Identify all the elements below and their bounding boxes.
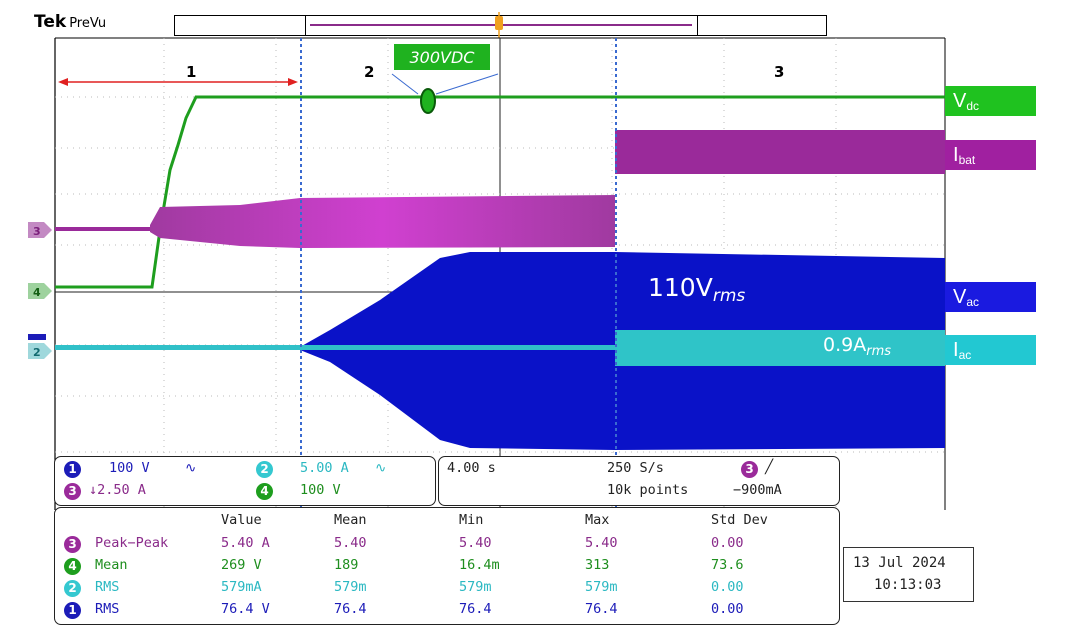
ibat-trace-ramp — [150, 195, 615, 248]
measurement-cell: 76.4 — [334, 601, 367, 617]
trigger-source-badge[interactable]: 3 — [741, 461, 758, 478]
vdc-label: Vdc — [945, 86, 1036, 116]
measurement-channel-badge[interactable]: 2 — [64, 580, 81, 597]
ch3-badge[interactable]: 3 — [64, 483, 81, 500]
measurement-channel-badge[interactable]: 1 — [64, 602, 81, 619]
measurement-name: Mean — [95, 557, 128, 573]
measurement-cell: 76.4 V — [221, 601, 270, 617]
measurement-cell: 5.40 — [585, 535, 618, 551]
measurement-cell: 73.6 — [711, 557, 744, 573]
dc-callout-box — [394, 44, 490, 70]
ch4-badge[interactable]: 4 — [256, 483, 273, 500]
measurement-cell: 76.4 — [459, 601, 492, 617]
trigger-slope-icon: ╱ — [765, 459, 774, 475]
measurement-cell: 0.00 — [711, 579, 744, 595]
vac-label: Vac — [945, 282, 1036, 312]
measurement-channel-badge[interactable]: 4 — [64, 558, 81, 575]
measurement-cell: 76.4 — [585, 601, 618, 617]
measurement-cell: 16.4m — [459, 557, 500, 573]
record-view-window[interactable] — [305, 15, 698, 36]
ch1-level-marker[interactable] — [28, 334, 46, 340]
iac-trace-low — [55, 345, 615, 350]
measurement-cell: 0.00 — [711, 535, 744, 551]
measurement-cell: 579m — [585, 579, 618, 595]
measurement-header-std-dev: Std Dev — [711, 512, 768, 528]
dc-callout-pointer-right — [435, 73, 499, 95]
sample-rate: 250 S/s — [607, 460, 664, 476]
ch3-scale: ↓2.50 A — [89, 482, 146, 498]
measurement-cell: 579mA — [221, 579, 262, 595]
trigger-level: −900mA — [733, 482, 782, 498]
measurement-header-value: Value — [221, 512, 262, 528]
horizontal-scale: 4.00 s — [447, 460, 496, 476]
svg-text:3: 3 — [33, 225, 41, 238]
iac-annotation: 0.9Arms — [823, 334, 891, 359]
channel-settings-panel[interactable]: 1 100 V ∿ 2 5.00 A ∿ 3 ↓2.50 A 4 100 V — [54, 456, 436, 506]
svg-text:2: 2 — [33, 346, 41, 359]
measurement-header-min: Min — [459, 512, 484, 528]
date-text: 13 Jul 2024 — [853, 555, 946, 571]
measurement-header-mean: Mean — [334, 512, 367, 528]
region-1-arrow-right-head — [288, 78, 298, 86]
ch1-coupling-icon: ∿ — [185, 460, 197, 476]
ch3-level-marker[interactable]: 3 — [28, 222, 52, 238]
vac-annotation: 110Vrms — [648, 273, 745, 306]
record-length: 10k points — [607, 482, 689, 498]
ch4-scale: 100 V — [300, 482, 341, 498]
iac-trace-high — [615, 330, 945, 366]
time-text: 10:13:03 — [874, 577, 942, 593]
measurement-cell: 5.40 — [459, 535, 492, 551]
measurement-cell: 313 — [585, 557, 610, 573]
ibat-trace-low — [55, 227, 150, 231]
ch2-scale: 5.00 A — [300, 460, 349, 476]
dc-marker-ellipse — [420, 88, 436, 114]
dc-callout-pointer-left — [391, 73, 419, 95]
region-2-label: 2 — [364, 63, 374, 81]
measurement-cell: 5.40 A — [221, 535, 270, 551]
datetime-box: 13 Jul 2024 10:13:03 — [843, 547, 974, 602]
ibat-trace-high — [615, 130, 945, 174]
measurement-name: Peak−Peak — [95, 535, 169, 551]
tek-brand: Tek PreVu — [34, 12, 107, 32]
measurement-cell: 0.00 — [711, 601, 744, 617]
trigger-position-icon[interactable] — [494, 12, 504, 38]
ch4-level-marker[interactable]: 4 — [28, 283, 52, 299]
ch2-badge[interactable]: 2 — [256, 461, 273, 478]
measurement-name: RMS — [95, 579, 120, 595]
ch1-scale: 100 V — [109, 460, 150, 476]
ch2-coupling-icon: ∿ — [375, 460, 387, 476]
region-3-label: 3 — [774, 63, 784, 81]
timebase-trigger-panel[interactable]: 4.00 s 250 S/s 10k points 3 ╱ −900mA — [438, 456, 840, 506]
ch1-badge[interactable]: 1 — [64, 461, 81, 478]
measurement-cell: 269 V — [221, 557, 262, 573]
ibat-label: Ibat — [945, 140, 1036, 170]
measurement-cell: 189 — [334, 557, 359, 573]
vdc-trace — [55, 95, 945, 289]
measurement-header-max: Max — [585, 512, 610, 528]
dc-callout-text: 300VDC — [410, 48, 476, 67]
region-1-label: 1 — [186, 63, 196, 81]
measurements-panel[interactable]: Value Mean Min Max Std Dev 3 Peak−Peak 5.40 A 5… — [54, 507, 840, 625]
region-1-arrow-left-head — [58, 78, 68, 86]
measurement-name: RMS — [95, 601, 120, 617]
svg-text:4: 4 — [33, 286, 41, 299]
ch2-level-marker[interactable]: 2 — [28, 343, 52, 359]
measurement-channel-badge[interactable]: 3 — [64, 536, 81, 553]
measurement-cell: 579m — [334, 579, 367, 595]
measurement-cell: 5.40 — [334, 535, 367, 551]
measurement-cell: 579m — [459, 579, 492, 595]
iac-label: Iac — [945, 335, 1036, 365]
